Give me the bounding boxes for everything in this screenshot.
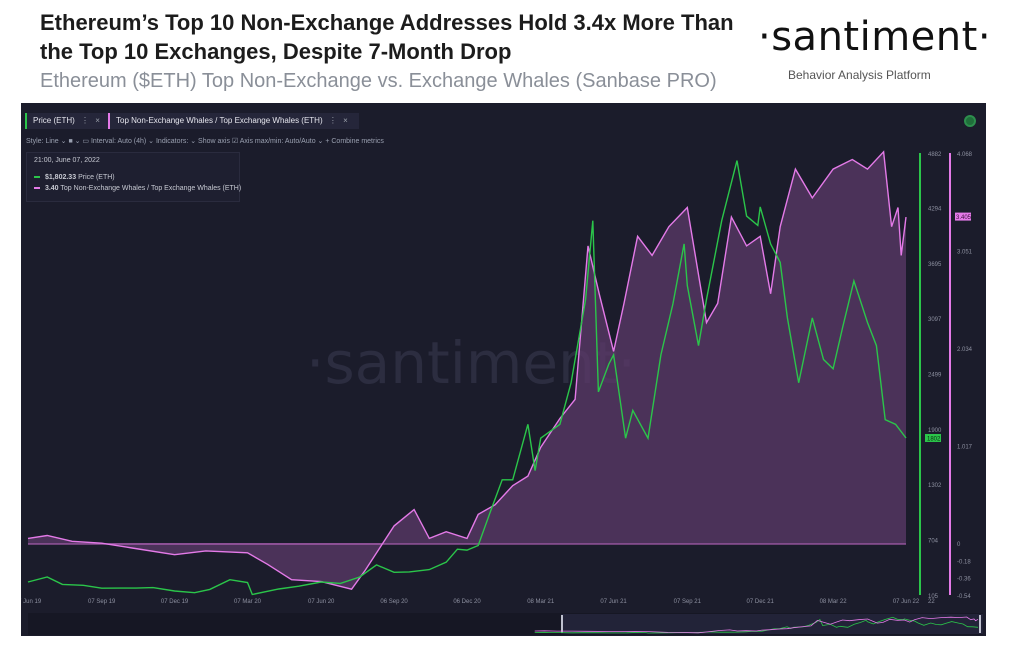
x-tick-label: 07 Jun 21 bbox=[600, 599, 627, 605]
price-tick-label: 1302 bbox=[928, 483, 942, 489]
metric-chip-ratio[interactable]: Top Non-Exchange Whales / Top Exchange W… bbox=[108, 113, 359, 129]
ratio-tick-label: -0.36 bbox=[957, 577, 971, 583]
brand-tagline: Behavior Analysis Platform bbox=[788, 68, 931, 82]
brand-logo: ·santiment· bbox=[758, 14, 992, 60]
settings-icon[interactable] bbox=[964, 115, 976, 127]
price-tick-label: 3097 bbox=[928, 317, 942, 323]
price-axis-bar bbox=[919, 153, 921, 595]
x-tick-label: 07 Dec 19 bbox=[161, 599, 189, 605]
chip-ratio-label: Top Non-Exchange Whales / Top Exchange W… bbox=[116, 116, 323, 125]
tooltip-date: 21:00, June 07, 2022 bbox=[34, 157, 100, 164]
tooltip-ratio-label: Top Non-Exchange Whales / Top Exchange W… bbox=[60, 185, 242, 192]
chart-panel: ·santiment· 4882 4294 3695 3097 2499 1900 1302… bbox=[21, 103, 986, 636]
x-tick-label: 06 Dec 20 bbox=[453, 599, 481, 605]
price-tick-label: 105 bbox=[928, 594, 939, 600]
metric-chip-price[interactable]: Price (ETH) ⋮ × bbox=[25, 113, 109, 129]
ratio-tick-label: 3.051 bbox=[957, 250, 973, 256]
ratio-tick-label: -0.54 bbox=[957, 594, 971, 600]
x-tick-label: 07 Sep 21 bbox=[674, 599, 702, 605]
ratio-current-label: 3.405 bbox=[956, 215, 972, 221]
chart-title: Ethereum’s Top 10 Non-Exchange Addresses… bbox=[40, 10, 734, 64]
x-tick-label: 07 Jun 19 bbox=[21, 599, 42, 605]
tooltip-price-value: $1,802.33 bbox=[44, 174, 77, 181]
ratio-tick-label: 4.068 bbox=[957, 152, 973, 158]
price-series-line bbox=[27, 160, 907, 596]
x-tick-label: 08 Mar 22 bbox=[820, 599, 848, 605]
ratio-tick-label: -0.18 bbox=[957, 559, 971, 565]
chart-options-bar[interactable]: Style: Line ⌄ ■ ⌄ ▭ Interval: Auto (4h) … bbox=[26, 138, 384, 145]
x-tick-label: 07 Sep 19 bbox=[88, 599, 116, 605]
x-tick-label: 07 Jun 22 bbox=[893, 599, 920, 605]
navigator-window bbox=[561, 614, 983, 634]
chip-menu-icon[interactable]: ⋮ bbox=[328, 116, 337, 125]
ratio-area-fill bbox=[28, 151, 906, 590]
ratio-baseline-line bbox=[28, 543, 906, 545]
chip-close-icon[interactable]: × bbox=[343, 116, 348, 125]
price-current-flag bbox=[925, 433, 941, 442]
ratio-swatch bbox=[34, 187, 40, 190]
price-tick-label: 2499 bbox=[928, 372, 942, 378]
ratio-current-flag bbox=[955, 212, 971, 221]
price-tick-label: 1900 bbox=[928, 428, 942, 434]
x-tick-label: 22 bbox=[928, 599, 935, 605]
ratio-axis-bar bbox=[949, 153, 951, 595]
x-tick-label: 06 Sep 20 bbox=[380, 599, 408, 605]
price-tick-label: 4294 bbox=[928, 206, 942, 212]
tooltip-price-label: Price (ETH) bbox=[78, 174, 115, 181]
chip-close-icon[interactable]: × bbox=[95, 116, 100, 125]
chip-price-label: Price (ETH) bbox=[33, 116, 75, 125]
price-current-label: 1802 bbox=[927, 436, 941, 442]
price-tick-label: 704 bbox=[928, 539, 939, 545]
tooltip-ratio-value: 3.40 bbox=[44, 185, 59, 192]
chart-subtitle: Ethereum ($ETH) Top Non-Exchange vs. Exc… bbox=[40, 70, 717, 92]
tooltip-ratio-row: 3.40 Top Non-Exchange Whales / Top Excha… bbox=[34, 185, 241, 192]
price-tick-label: 3695 bbox=[928, 262, 942, 268]
ratio-tick-label: 0 bbox=[957, 542, 961, 548]
chart-tooltip: 21:00, June 07, 2022 $1,802.33 Price (ET… bbox=[26, 152, 241, 202]
x-tick-label: 08 Mar 21 bbox=[527, 599, 555, 605]
chart-svg: ·santiment· 4882429436953097249919001302… bbox=[21, 150, 983, 635]
x-tick-label: 07 Mar 20 bbox=[234, 599, 262, 605]
x-tick-label: 07 Dec 21 bbox=[747, 599, 775, 605]
price-swatch bbox=[34, 176, 40, 179]
ratio-tick-label: 1.017 bbox=[957, 445, 973, 451]
x-tick-label: 07 Jun 20 bbox=[308, 599, 335, 605]
tooltip-price-row: $1,802.33 Price (ETH) bbox=[34, 174, 115, 181]
navigator-handle-left bbox=[561, 615, 563, 633]
ratio-tick-label: 2.034 bbox=[957, 347, 973, 353]
navigator-ratio-line bbox=[534, 616, 979, 634]
price-tick-label: 4882 bbox=[928, 152, 942, 158]
navigator-handle-right bbox=[979, 615, 981, 633]
chip-menu-icon[interactable]: ⋮ bbox=[81, 116, 90, 125]
